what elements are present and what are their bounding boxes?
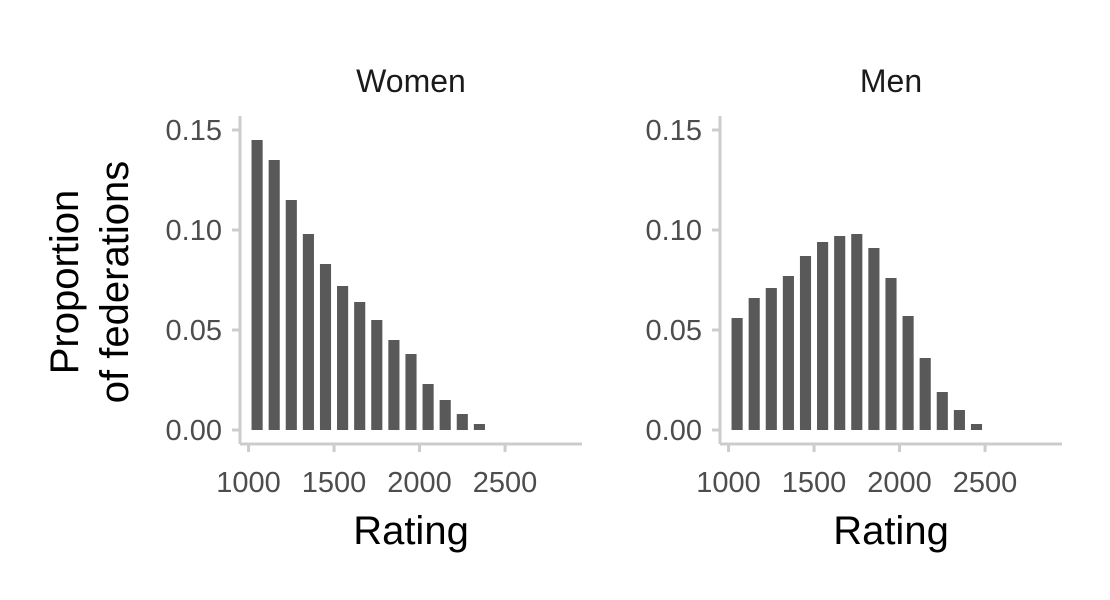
- bar: [799, 256, 812, 430]
- y-tick-label: 0.15: [646, 115, 702, 147]
- bar: [953, 410, 965, 430]
- bar: [405, 354, 417, 430]
- bar: [388, 340, 400, 430]
- bar: [782, 276, 794, 430]
- panel-men: Men 0.00 0.05 0.10 0.15 1000 1500 2000 2500Ratin…: [646, 63, 1062, 553]
- x-axis-title: Rating: [833, 509, 949, 553]
- x-tick-label: 1000: [696, 467, 761, 499]
- bar: [422, 384, 434, 430]
- bar: [748, 298, 760, 430]
- panel-title: Men: [860, 63, 922, 99]
- bar: [834, 236, 846, 430]
- y-tick-label: 0.00: [166, 415, 222, 447]
- bar: [851, 234, 863, 430]
- y-tick-label: 0.10: [646, 215, 702, 247]
- y-tick-label: 0.05: [166, 315, 222, 347]
- panel-women: Women 0.00 0.05 0.10 0.15 1000 1500 2000 2500Rat…: [166, 63, 582, 553]
- bar: [473, 424, 485, 430]
- bar: [885, 278, 897, 430]
- x-tick-label: 1500: [302, 467, 367, 499]
- bar: [337, 286, 349, 430]
- bar: [936, 392, 948, 430]
- bar: [868, 248, 880, 430]
- x-tick-label: 2500: [953, 467, 1018, 499]
- bar: [371, 320, 383, 430]
- bar: [439, 400, 451, 430]
- bar: [285, 200, 297, 430]
- bar: [765, 288, 777, 430]
- bar: [302, 234, 314, 430]
- bar: [902, 316, 914, 430]
- bar: [731, 318, 743, 430]
- bar: [970, 424, 983, 430]
- y-tick-label: 0.00: [646, 415, 702, 447]
- x-tick-label: 1000: [216, 467, 281, 499]
- y-tick-label: 0.15: [166, 115, 222, 147]
- x-tick-label: 2000: [867, 467, 932, 499]
- x-tick-label: 2500: [473, 467, 538, 499]
- y-tick-label: 0.10: [166, 215, 222, 247]
- y-axis-title-line-2: of federations: [93, 161, 137, 403]
- bar: [817, 242, 829, 430]
- x-tick-label: 1500: [782, 467, 847, 499]
- bar: [268, 160, 280, 430]
- panel-title: Women: [356, 63, 466, 99]
- bar: [354, 302, 366, 430]
- bar: [919, 358, 931, 430]
- bar: [251, 140, 263, 430]
- bar: [456, 414, 468, 430]
- y-axis-title-line-1: Proportion: [43, 190, 87, 375]
- bar: [319, 264, 332, 430]
- x-tick-label: 2000: [387, 467, 452, 499]
- y-tick-label: 0.05: [646, 315, 702, 347]
- x-axis-title: Rating: [353, 509, 469, 553]
